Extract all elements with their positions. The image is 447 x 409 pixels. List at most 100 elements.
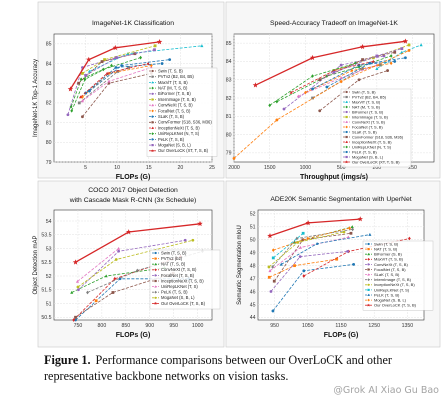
chart1-data-point	[67, 86, 74, 92]
chart2-series-line	[290, 61, 374, 93]
chart4-legend-marker	[367, 273, 370, 276]
chart3-data-point	[117, 246, 121, 250]
chart3-legend-marker	[154, 274, 157, 277]
chart1-legend-entry: UniRepLKNet (N, T, S)	[158, 131, 200, 136]
chart4-data-point	[357, 216, 363, 222]
chart1-x-axis-label: FLOPs (G)	[116, 174, 151, 181]
chart1-data-point	[79, 77, 83, 82]
chart1-data-point	[79, 95, 83, 99]
chart3-y-tick-label: 51.5	[41, 288, 51, 294]
chart1-data-point	[81, 115, 84, 119]
chart3-legend-entry: Our OverLoCK (T, S, B)	[161, 301, 206, 306]
chart2-data-point	[400, 47, 404, 51]
chart4-y-tick-label: 46	[250, 289, 256, 295]
chart2-data-point	[361, 58, 364, 61]
chart1-legend-box	[146, 67, 218, 157]
chart2-data-point	[325, 85, 329, 89]
chart4-legend-marker	[367, 252, 370, 256]
chart1-data-point	[156, 39, 163, 45]
chart3-data-point	[114, 258, 118, 261]
chart1-data-point	[87, 89, 91, 93]
chart4-legend-marker	[366, 303, 371, 307]
chart2-data-point	[268, 103, 272, 108]
chart2-y-tick-label: 84	[226, 59, 232, 65]
chart4-x-tick-label: 1150	[335, 323, 346, 329]
chart1-data-point	[153, 44, 157, 48]
chart3-y-tick-label: 52	[46, 274, 52, 280]
chart3-y-tick-label: 53	[46, 246, 52, 252]
chart2-legend-marker	[345, 150, 348, 154]
chart1-data-point	[84, 73, 87, 77]
chart4-data-point	[305, 220, 311, 226]
chart4-y-tick-label: 45	[250, 302, 256, 308]
chart1-data-point	[127, 66, 130, 69]
chart3-y-tick-label: 50.5	[41, 315, 51, 321]
chart4-data-point	[267, 265, 271, 269]
chart3-data-point	[86, 290, 89, 295]
chart4-legend-entry: InceptionNeXt (T, S, B)	[374, 282, 415, 287]
chart4-title: ADE20K Semantic Segmentation with UperNe…	[270, 196, 411, 203]
chart2-x-tick-label: 1500	[264, 165, 276, 171]
chart3-y-tick-label: 52.5	[41, 260, 51, 266]
chart2-data-point	[289, 90, 293, 94]
chart4-data-point	[407, 236, 411, 241]
chart2-data-point	[404, 56, 407, 60]
chart1-legend-marker	[151, 92, 154, 95]
chart1-y-tick-label: 85	[46, 42, 52, 48]
chart4-data-point	[272, 279, 276, 283]
chart2-legend-entry: ConvFormer (S18, S36, M36)	[352, 134, 404, 139]
chart4-data-point	[352, 262, 356, 266]
chart2-data-point	[371, 56, 375, 60]
chart1-legend-entry: InceptionNeXt (T, S, B)	[158, 125, 200, 130]
chart2-data-point	[304, 90, 307, 95]
chart3-subtitle: with Cascade Mask R-CNN (3x Schedule)	[69, 197, 197, 204]
chart1-legend-entry: Swin (T, S, B)	[158, 68, 183, 73]
chart2-data-point	[368, 61, 372, 65]
chart3-data-point	[70, 290, 74, 294]
chart1-y-tick-label: 82	[46, 101, 52, 107]
chart2-legend-entry: SLaK (T, S, B)	[352, 129, 377, 134]
chart1-y-tick-label: 83	[46, 81, 52, 87]
chart3-legend-marker	[154, 279, 157, 283]
chart1-data-point	[168, 58, 172, 61]
chart2-data-point	[354, 61, 357, 66]
chart1-data-point	[160, 62, 164, 65]
chart2-legend-marker	[345, 110, 348, 114]
chart4-data-point	[298, 245, 303, 249]
chart2-data-point	[400, 50, 404, 54]
chart2-x-axis-label: Throughput (imgs/s)	[300, 174, 368, 181]
chart2-data-point	[252, 82, 259, 88]
chart4-legend-marker	[367, 268, 370, 271]
chart2-legend-marker	[345, 145, 348, 149]
chart2-legend-entry: Swin (T, S, B)	[352, 89, 376, 94]
chart3-legend-marker	[154, 290, 157, 294]
chart1-data-point	[86, 56, 92, 62]
chart1-legend-entry: ConvNeXt (T, S, B)	[158, 103, 193, 108]
chart2-x-tick-label: 250	[408, 165, 417, 171]
chart2-series-line	[326, 57, 406, 88]
chart4-legend-entry: InternImage (T, S, B)	[374, 277, 412, 282]
chart3-data-point	[76, 285, 80, 289]
caption-prefix: Figure 1.	[44, 353, 91, 367]
chart3-legend-entry: NAT (T, S, B)	[161, 262, 186, 267]
chart1-data-point	[100, 60, 104, 63]
chart4-legend-marker	[367, 263, 370, 266]
chart2-series-line	[255, 40, 406, 86]
chart1-data-point	[69, 105, 73, 109]
chart4-y-tick-label: 44	[250, 315, 256, 321]
chart1-data-point	[146, 61, 150, 65]
chart1-legend-entry: SLaK (T, S, B)	[158, 114, 185, 119]
chart2-data-point	[318, 78, 322, 82]
chart2-data-point	[357, 78, 361, 82]
chart1-data-point	[103, 58, 106, 61]
chart4-legend-marker	[367, 288, 370, 291]
chart1-title: ImageNet-1K Classification	[92, 20, 174, 27]
chart4-data-point	[267, 233, 273, 239]
chart1-legend-marker	[151, 103, 154, 107]
chart3-y-tick-label: 54	[46, 219, 52, 225]
chart1-data-point	[107, 79, 111, 83]
chart2-data-point	[375, 54, 379, 58]
chart1-series-line	[85, 49, 155, 76]
chart2-data-point	[232, 156, 236, 160]
